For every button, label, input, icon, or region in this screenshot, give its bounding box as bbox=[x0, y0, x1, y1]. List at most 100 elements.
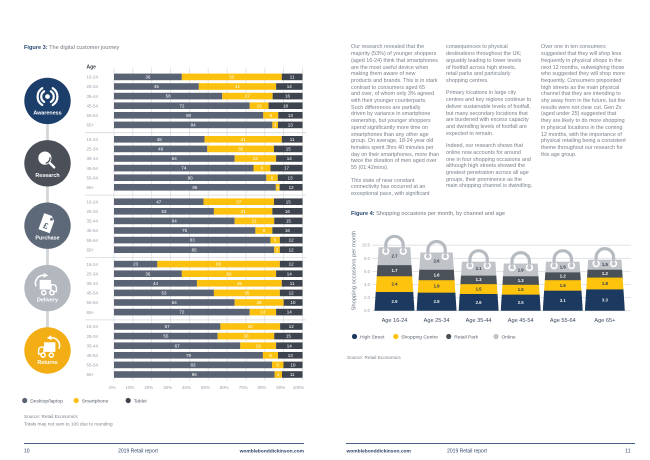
svg-text:64: 64 bbox=[172, 156, 178, 161]
svg-text:6: 6 bbox=[276, 363, 279, 368]
svg-text:23: 23 bbox=[133, 262, 139, 267]
svg-text:1.5: 1.5 bbox=[476, 286, 483, 291]
svg-text:45: 45 bbox=[154, 84, 160, 89]
svg-text:6.0: 6.0 bbox=[364, 269, 370, 274]
svg-text:Desktop/laptop: Desktop/laptop bbox=[30, 398, 63, 404]
svg-text:20%: 20% bbox=[144, 385, 153, 390]
svg-text:55: 55 bbox=[163, 334, 169, 339]
svg-text:72: 72 bbox=[179, 310, 185, 315]
svg-text:60%: 60% bbox=[220, 385, 229, 390]
svg-text:10: 10 bbox=[257, 103, 263, 108]
svg-text:1.6: 1.6 bbox=[560, 264, 567, 269]
svg-text:26: 26 bbox=[257, 300, 263, 305]
svg-text:49: 49 bbox=[158, 147, 164, 152]
svg-text:9: 9 bbox=[263, 228, 266, 233]
svg-text:32: 32 bbox=[248, 324, 254, 329]
svg-text:12: 12 bbox=[289, 324, 295, 329]
svg-text:70%: 70% bbox=[239, 385, 248, 390]
svg-text:84: 84 bbox=[191, 123, 197, 128]
svg-text:50: 50 bbox=[226, 271, 232, 276]
svg-text:Awareness: Awareness bbox=[33, 111, 61, 117]
svg-text:2.5: 2.5 bbox=[518, 300, 525, 305]
svg-text:53: 53 bbox=[161, 209, 167, 214]
svg-text:10%: 10% bbox=[126, 385, 135, 390]
svg-text:11: 11 bbox=[290, 137, 295, 142]
svg-text:25-34: 25-34 bbox=[87, 271, 99, 276]
svg-text:80: 80 bbox=[188, 175, 194, 180]
svg-text:2.1: 2.1 bbox=[476, 266, 483, 271]
svg-text:19: 19 bbox=[256, 343, 262, 348]
svg-text:Smartphone: Smartphone bbox=[82, 398, 109, 404]
svg-text:15: 15 bbox=[286, 219, 292, 224]
svg-text:30: 30 bbox=[243, 334, 249, 339]
svg-text:4: 4 bbox=[277, 372, 280, 377]
svg-text:Source: Retail Economics: Source: Retail Economics bbox=[24, 414, 78, 419]
svg-text:65+: 65+ bbox=[87, 123, 95, 128]
svg-text:Retail Park: Retail Park bbox=[454, 334, 478, 340]
svg-text:17: 17 bbox=[284, 166, 290, 171]
svg-text:44: 44 bbox=[153, 281, 159, 286]
svg-text:41: 41 bbox=[241, 137, 247, 142]
svg-text:1.6: 1.6 bbox=[560, 283, 567, 288]
svg-text:1.8: 1.8 bbox=[602, 281, 609, 286]
svg-text:25-34: 25-34 bbox=[87, 334, 99, 339]
svg-text:14: 14 bbox=[287, 271, 293, 276]
svg-text:74: 74 bbox=[181, 166, 187, 171]
svg-text:13: 13 bbox=[288, 113, 294, 118]
svg-text:2.6: 2.6 bbox=[476, 300, 483, 305]
svg-text:10.0: 10.0 bbox=[362, 243, 371, 248]
svg-text:womblebonddickinson.com: womblebonddickinson.com bbox=[239, 449, 305, 455]
svg-text:16: 16 bbox=[285, 94, 291, 99]
svg-text:11: 11 bbox=[625, 449, 630, 455]
svg-text:4.0: 4.0 bbox=[364, 282, 370, 287]
svg-text:2.8: 2.8 bbox=[434, 299, 441, 304]
svg-text:14: 14 bbox=[260, 310, 266, 315]
svg-text:35-44: 35-44 bbox=[87, 281, 99, 286]
svg-text:16: 16 bbox=[285, 228, 291, 233]
svg-text:16-24: 16-24 bbox=[87, 324, 99, 329]
svg-text:11: 11 bbox=[290, 372, 295, 377]
svg-text:3.3: 3.3 bbox=[602, 297, 609, 302]
svg-text:16-24: 16-24 bbox=[87, 262, 99, 267]
svg-text:Purchase: Purchase bbox=[35, 235, 59, 241]
svg-text:64: 64 bbox=[172, 219, 178, 224]
svg-text:1.2: 1.2 bbox=[560, 274, 567, 279]
svg-text:14: 14 bbox=[287, 343, 293, 348]
svg-text:18: 18 bbox=[283, 103, 289, 108]
svg-text:25-34: 25-34 bbox=[87, 147, 99, 152]
svg-text:13: 13 bbox=[288, 123, 294, 128]
svg-text:8: 8 bbox=[269, 353, 272, 358]
svg-text:72: 72 bbox=[179, 103, 185, 108]
svg-text:57: 57 bbox=[165, 324, 171, 329]
svg-text:50%: 50% bbox=[201, 385, 210, 390]
svg-text:27: 27 bbox=[245, 94, 251, 99]
svg-text:90%: 90% bbox=[276, 385, 285, 390]
svg-text:65: 65 bbox=[216, 262, 222, 267]
svg-text:21: 21 bbox=[252, 219, 258, 224]
svg-text:Age 65+: Age 65+ bbox=[594, 318, 615, 324]
svg-text:2.0: 2.0 bbox=[364, 295, 370, 300]
svg-text:83: 83 bbox=[191, 363, 197, 368]
svg-text:2019 Retail report: 2019 Retail report bbox=[447, 449, 487, 455]
svg-text:3: 3 bbox=[274, 123, 277, 128]
svg-text:65+: 65+ bbox=[87, 310, 95, 315]
svg-text:75: 75 bbox=[182, 228, 188, 233]
svg-text:37: 37 bbox=[236, 199, 242, 204]
svg-text:100%: 100% bbox=[293, 385, 304, 390]
svg-text:16-24: 16-24 bbox=[87, 199, 99, 204]
svg-text:8: 8 bbox=[270, 113, 273, 118]
svg-text:86: 86 bbox=[192, 372, 198, 377]
svg-text:85: 85 bbox=[192, 247, 198, 252]
svg-text:1.9: 1.9 bbox=[518, 267, 525, 272]
svg-text:12: 12 bbox=[289, 262, 295, 267]
svg-text:Age 16-24: Age 16-24 bbox=[382, 318, 408, 324]
svg-text:45: 45 bbox=[237, 281, 243, 286]
svg-text:Age: Age bbox=[87, 64, 97, 70]
svg-text:35-44: 35-44 bbox=[87, 219, 99, 224]
svg-text:16-24: 16-24 bbox=[87, 75, 99, 80]
svg-text:1.5: 1.5 bbox=[518, 287, 525, 292]
svg-text:1.2: 1.2 bbox=[602, 271, 609, 276]
svg-text:8.0: 8.0 bbox=[364, 256, 370, 261]
svg-text:1.6: 1.6 bbox=[434, 272, 441, 277]
svg-text:12: 12 bbox=[289, 291, 295, 296]
